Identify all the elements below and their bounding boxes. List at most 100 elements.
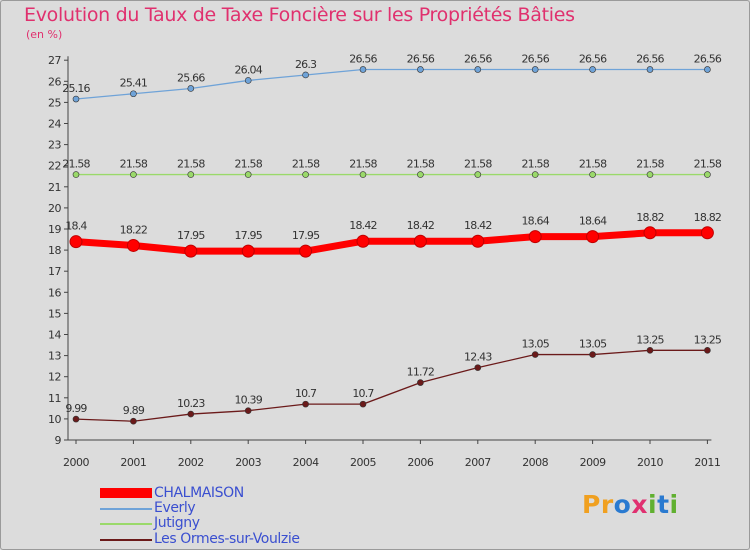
data-point-everly — [130, 90, 137, 98]
data-label-jutigny: 21.58 — [234, 158, 262, 171]
data-point-everly — [302, 71, 309, 79]
data-label-les-ormes-sur-voulzie: 9.99 — [65, 402, 87, 415]
data-point-jutigny — [244, 171, 252, 178]
data-label-everly: 25.41 — [120, 77, 148, 90]
data-label-chalmaison: 18.42 — [407, 219, 435, 232]
y-tick-label: 12 — [48, 371, 61, 384]
data-point-chalmaison — [126, 238, 140, 252]
data-label-jutigny: 21.58 — [407, 158, 435, 171]
data-point-chalmaison — [241, 244, 255, 258]
y-tick-label: 24 — [48, 118, 61, 131]
proxiti-logo: Proxiti — [582, 490, 679, 519]
y-tick-label: 20 — [48, 202, 61, 215]
data-point-everly — [359, 66, 367, 73]
data-point-jutigny — [417, 171, 424, 178]
data-point-les-ormes-sur-voulzie — [72, 415, 80, 423]
x-tick-label: 2003 — [235, 456, 261, 469]
data-label-chalmaison: 18.64 — [521, 215, 549, 228]
logo-letter: t — [657, 490, 670, 519]
data-label-jutigny: 21.58 — [464, 158, 492, 171]
data-label-jutigny: 21.58 — [636, 158, 664, 171]
chart-title: Evolution du Taux de Taxe Foncière sur l… — [24, 4, 575, 26]
data-point-everly — [72, 95, 80, 103]
data-label-chalmaison: 18.64 — [579, 215, 607, 228]
y-tick-label: 21 — [48, 181, 61, 194]
y-tick-label: 22 — [48, 160, 61, 173]
legend-label: Les Ormes-sur-Voulzie — [154, 531, 300, 547]
data-point-everly — [646, 66, 654, 73]
legend-label: Jutigny — [154, 515, 200, 531]
y-tick-label: 18 — [48, 244, 61, 257]
data-point-jutigny — [187, 171, 195, 178]
data-label-chalmaison: 17.95 — [177, 229, 205, 242]
data-label-everly: 26.04 — [234, 63, 262, 76]
data-point-chalmaison — [356, 234, 370, 248]
data-label-les-ormes-sur-voulzie: 13.25 — [694, 333, 722, 346]
data-label-jutigny: 21.58 — [62, 158, 90, 171]
x-tick-label: 2008 — [522, 456, 548, 469]
data-point-chalmaison — [700, 226, 714, 240]
data-label-chalmaison: 18.4 — [65, 220, 87, 233]
data-label-jutigny: 21.58 — [349, 158, 377, 171]
data-label-chalmaison: 18.82 — [694, 211, 722, 224]
data-label-jutigny: 21.58 — [177, 158, 205, 171]
y-tick-label: 16 — [48, 286, 61, 299]
x-tick-label: 2006 — [407, 456, 433, 469]
data-point-jutigny — [589, 171, 596, 178]
data-label-everly: 26.56 — [521, 52, 549, 65]
y-tick-label: 14 — [48, 329, 61, 342]
data-label-everly: 26.56 — [636, 52, 664, 65]
legend-swatch — [100, 488, 152, 498]
logo-letter: i — [648, 490, 658, 519]
data-point-everly — [474, 66, 482, 73]
data-label-jutigny: 21.58 — [579, 158, 607, 171]
data-point-les-ormes-sur-voulzie — [244, 407, 252, 414]
y-axis-unit: (en %) — [26, 28, 63, 41]
legend-label: CHALMAISON — [154, 485, 244, 501]
data-point-chalmaison — [471, 234, 485, 248]
x-tick-label: 2004 — [293, 456, 319, 469]
data-point-chalmaison — [299, 244, 313, 258]
data-label-les-ormes-sur-voulzie: 10.23 — [177, 397, 205, 410]
data-point-les-ormes-sur-voulzie — [417, 379, 424, 386]
data-label-everly: 25.16 — [62, 82, 90, 95]
y-tick-label: 9 — [55, 434, 62, 447]
data-label-everly: 25.66 — [177, 71, 205, 84]
y-tick-label: 17 — [48, 265, 61, 278]
data-label-everly: 26.3 — [295, 58, 317, 71]
data-label-everly: 26.56 — [464, 52, 492, 65]
data-label-everly: 26.56 — [349, 52, 377, 65]
data-label-chalmaison: 17.95 — [234, 229, 262, 242]
data-point-les-ormes-sur-voulzie — [359, 400, 367, 408]
data-label-les-ormes-sur-voulzie: 10.7 — [295, 387, 317, 400]
y-tick-label: 25 — [48, 96, 61, 109]
data-point-everly — [704, 66, 711, 73]
x-tick-label: 2007 — [465, 456, 491, 469]
data-point-everly — [417, 66, 424, 73]
data-label-everly: 26.56 — [407, 52, 435, 65]
x-tick-label: 2001 — [120, 456, 146, 469]
y-tick-label: 19 — [48, 223, 61, 236]
data-label-les-ormes-sur-voulzie: 13.05 — [579, 338, 607, 351]
data-point-jutigny — [646, 171, 654, 178]
data-point-jutigny — [704, 171, 711, 178]
y-tick-label: 13 — [48, 350, 61, 363]
data-point-les-ormes-sur-voulzie — [474, 364, 482, 371]
data-point-les-ormes-sur-voulzie — [187, 410, 195, 418]
x-tick-label: 2009 — [580, 456, 606, 469]
logo-letter: P — [582, 490, 601, 519]
data-point-chalmaison — [184, 244, 198, 258]
data-point-jutigny — [531, 171, 539, 178]
data-point-jutigny — [130, 171, 137, 178]
data-label-chalmaison: 18.42 — [464, 219, 492, 232]
data-label-everly: 26.56 — [579, 52, 607, 65]
logo-letter: r — [600, 490, 614, 519]
legend-swatch — [100, 508, 152, 510]
legend-swatch — [100, 539, 152, 541]
data-label-les-ormes-sur-voulzie: 13.25 — [636, 333, 664, 346]
data-point-les-ormes-sur-voulzie — [589, 351, 596, 358]
data-point-les-ormes-sur-voulzie — [704, 347, 711, 354]
series-line-les-ormes-sur-voulzie — [75, 349, 708, 422]
data-label-chalmaison: 18.82 — [636, 211, 664, 224]
